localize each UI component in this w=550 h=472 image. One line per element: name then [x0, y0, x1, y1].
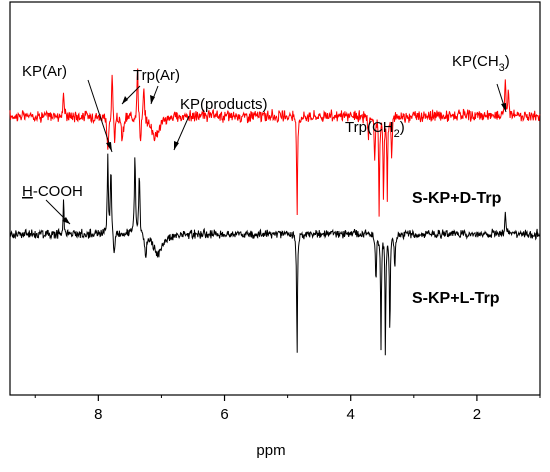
annotation-kp-ch3-tail: ) [505, 53, 510, 70]
annotation-trp-ch2: Trp(CH2) [345, 119, 405, 140]
arrowhead-kp-ch3 [501, 103, 506, 112]
annotation-h-cooh: H-COOH [22, 183, 83, 200]
arrowhead-trp-ar-right [150, 95, 155, 104]
annotation-kp-ch3-main: KP(CH [452, 53, 499, 70]
arrowhead-h-cooh [62, 217, 70, 224]
series-label-d-trp: S-KP+D-Trp [412, 190, 502, 207]
plot-frame [9, 1, 541, 396]
series-line-d-trp [9, 68, 541, 217]
x-axis-label: ppm [256, 442, 285, 459]
arrow-kp-ar [87, 79, 113, 153]
arrowhead-kp-ar [106, 142, 112, 152]
annotation-trp-ch2-main: Trp(CH [345, 119, 394, 136]
annotation-trp-ch2-tail: ) [400, 119, 405, 136]
annotation-kp-products: KP(products) [180, 96, 268, 113]
series-line-l-trp [9, 153, 541, 356]
x-tick-label-8: 8 [94, 406, 102, 423]
x-tick-label-2: 2 [473, 406, 481, 423]
series-layer [9, 68, 541, 356]
x-tick-label-4: 4 [347, 406, 355, 423]
arrowhead-trp-ar-left [122, 96, 128, 104]
series-label-l-trp: S-KP+L-Trp [412, 290, 500, 307]
x-axis: 8 6 4 2 [34, 395, 541, 423]
annotation-h-cooh-rest: -COOH [33, 183, 83, 200]
annotation-kp-ch3-sub: 3 [499, 62, 505, 74]
x-tick-label-6: 6 [220, 406, 228, 423]
annotation-trp-ch2-sub: 2 [394, 128, 400, 140]
arrowhead-kp-products [174, 141, 179, 150]
annotation-kp-ch3: KP(CH3) [452, 53, 510, 74]
annotation-h-cooh-underlined: H [22, 183, 33, 200]
annotation-trp-ar: Trp(Ar) [133, 67, 180, 84]
annotation-kp-ar: KP(Ar) [22, 63, 67, 80]
annotations: KP(Ar) Trp(Ar) KP(products) Trp(CH2) KP(… [22, 53, 510, 225]
